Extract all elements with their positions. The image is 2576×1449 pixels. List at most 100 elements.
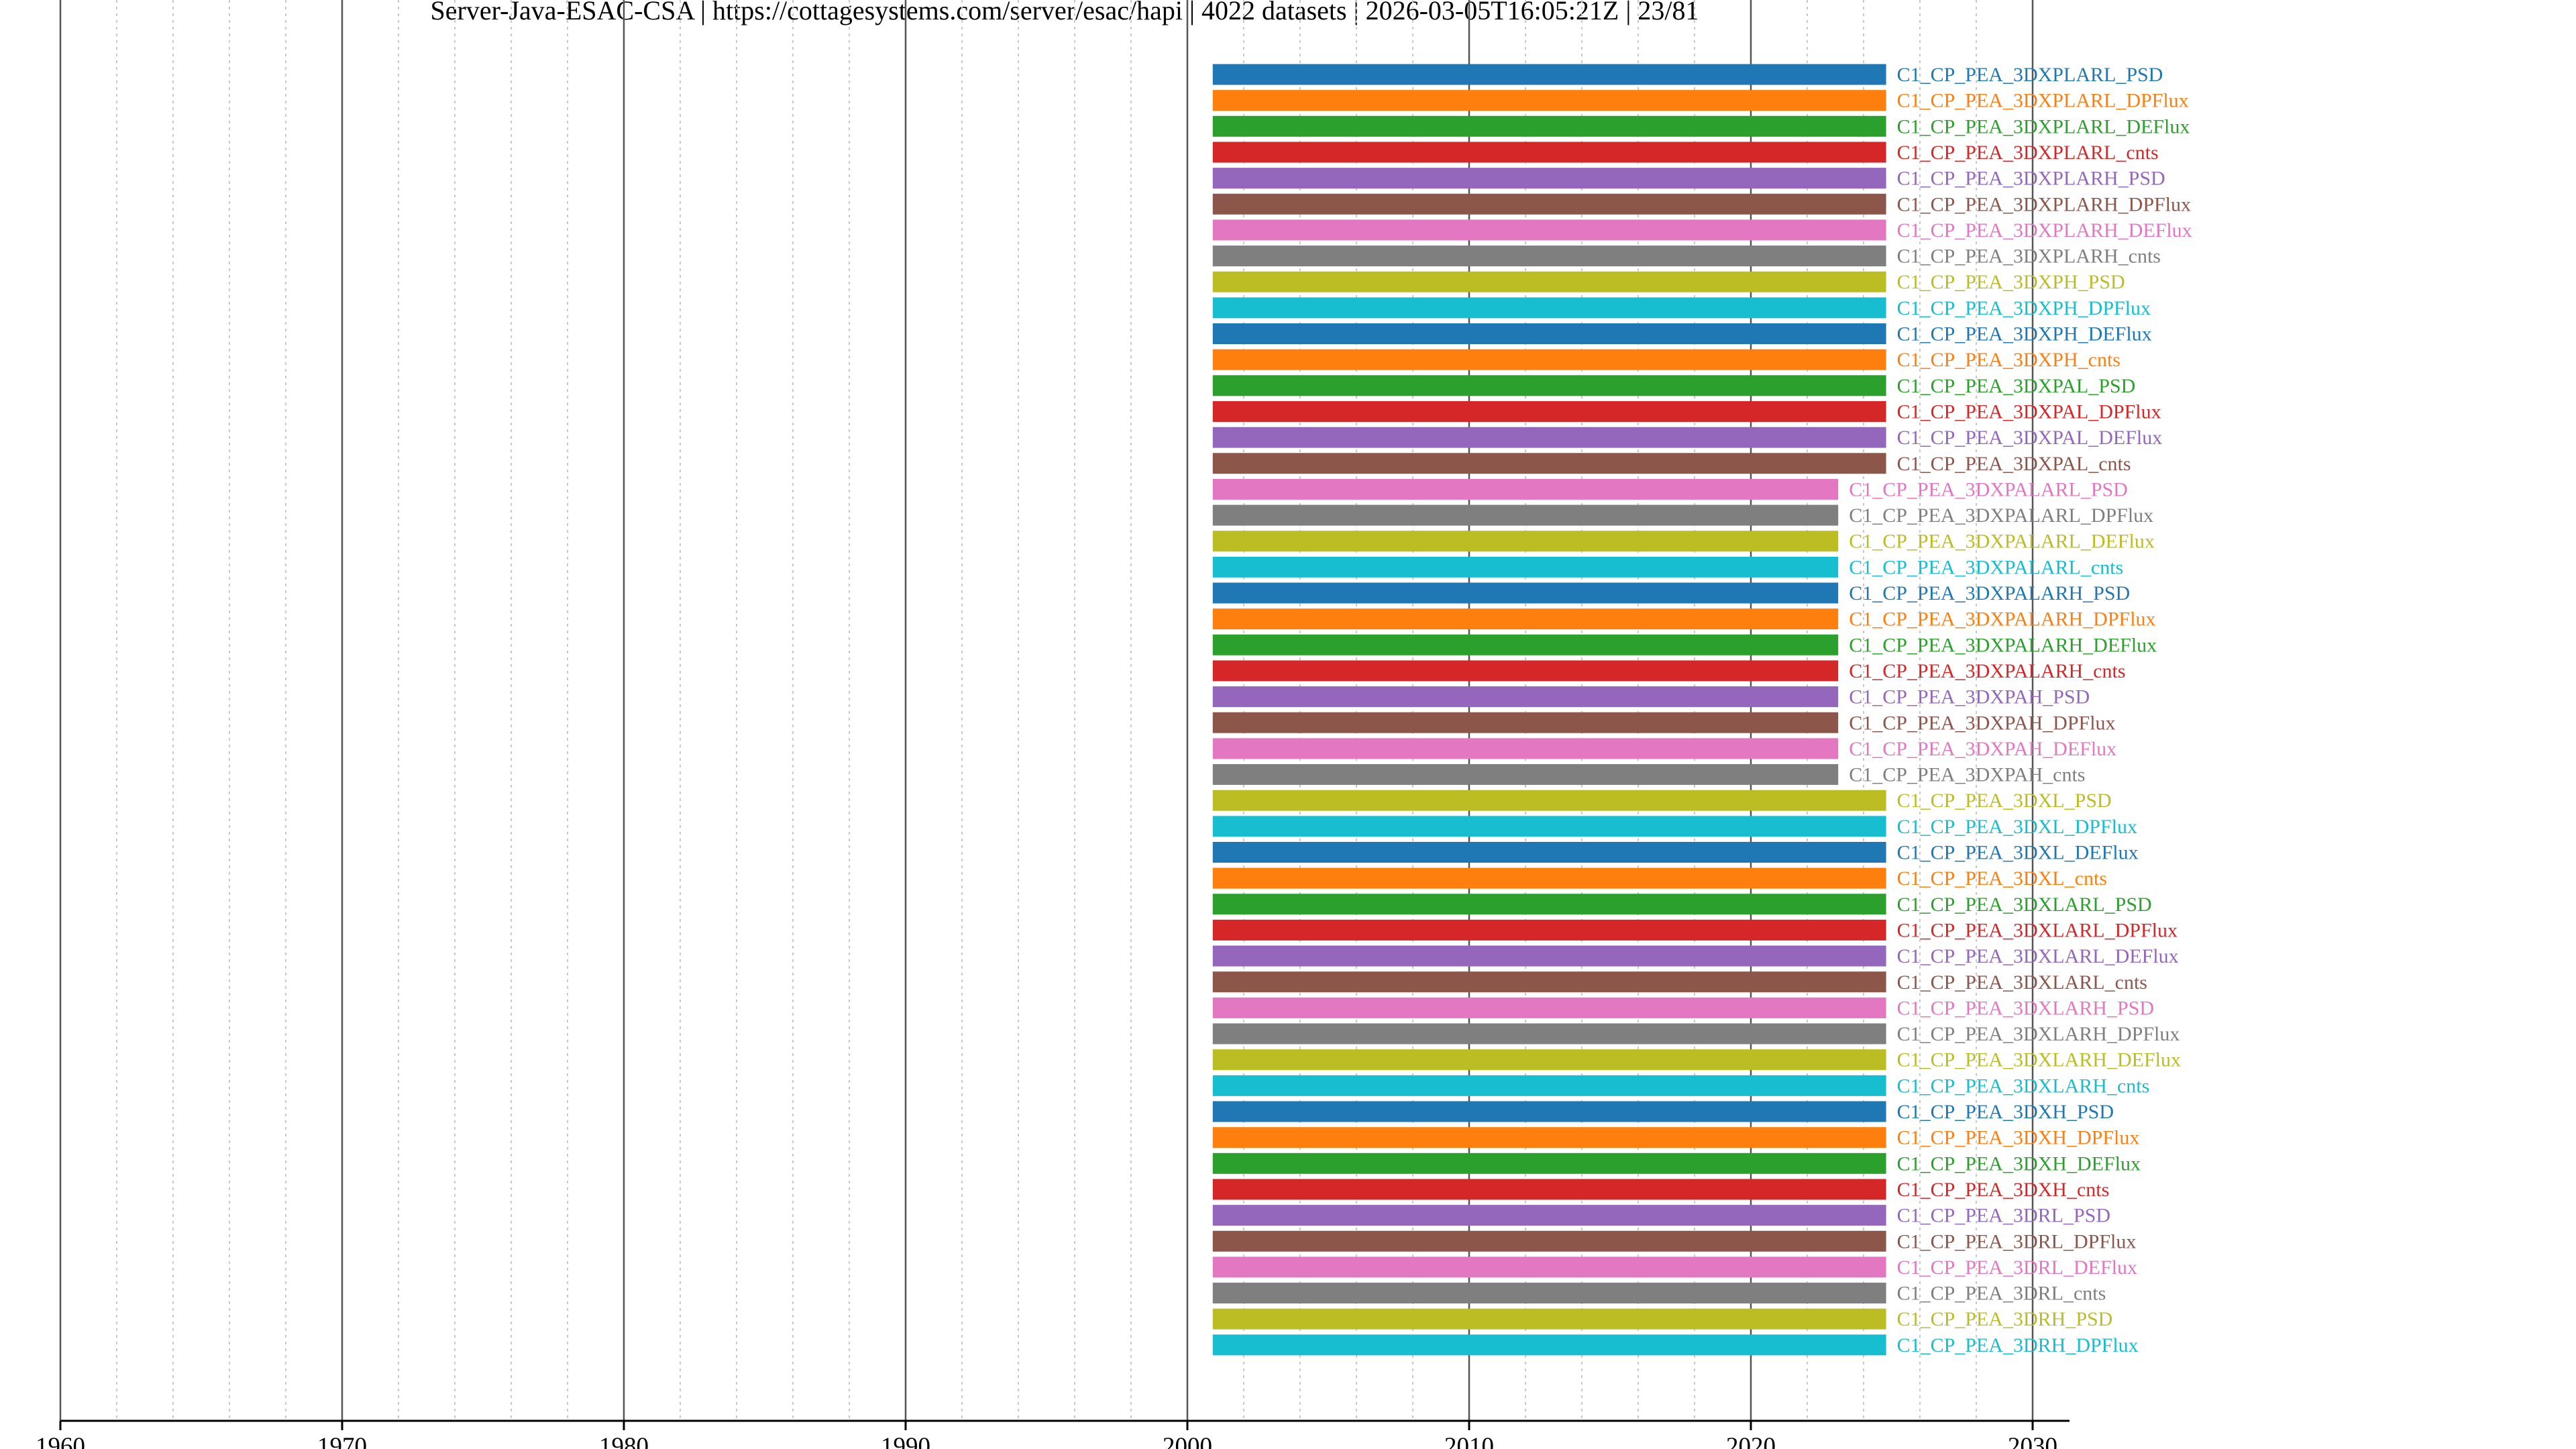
- dataset-bar: [1212, 945, 1886, 967]
- dataset-bar-label: C1_CP_PEA_3DXLARH_DEFlux: [1897, 1049, 2181, 1071]
- dataset-bar: [1212, 764, 1839, 786]
- dataset-bar: [1212, 271, 1886, 292]
- dataset-bar-label: C1_CP_PEA_3DXL_DPFlux: [1897, 816, 2137, 838]
- dataset-bar-label: C1_CP_PEA_3DXPAH_PSD: [1849, 686, 2090, 708]
- dataset-bar: [1212, 504, 1839, 526]
- dataset-bar: [1212, 323, 1886, 344]
- chart-title: Server-Java-ESAC-CSA | https://cottagesy…: [431, 0, 1699, 25]
- dataset-bar-label: C1_CP_PEA_3DXLARL_cnts: [1897, 971, 2147, 994]
- dataset-bar: [1212, 634, 1839, 655]
- dataset-bar: [1212, 400, 1886, 422]
- x-axis: 1960 1970 1980 1990 2000 2010 2020 2030: [36, 1419, 2070, 1449]
- dataset-bar-label: C1_CP_PEA_3DXLARH_DPFlux: [1897, 1023, 2180, 1045]
- dataset-bar: [1212, 1127, 1886, 1148]
- dataset-bar-label: C1_CP_PEA_3DXPAH_cnts: [1849, 764, 2085, 786]
- dataset-bar-label: C1_CP_PEA_3DXPH_DEFlux: [1897, 323, 2152, 345]
- dataset-bar-label: C1_CP_PEA_3DRL_DEFlux: [1897, 1256, 2137, 1279]
- dataset-bar-label: C1_CP_PEA_3DXLARH_cnts: [1897, 1075, 2150, 1097]
- dataset-bar-label: C1_CP_PEA_3DXPAH_DEFlux: [1849, 738, 2116, 760]
- dataset-bar-label: C1_CP_PEA_3DXPAL_cnts: [1897, 453, 2131, 475]
- dataset-bar: [1212, 1101, 1886, 1122]
- dataset-bar-label: C1_CP_PEA_3DRH_DPFlux: [1897, 1334, 2139, 1356]
- dataset-bar: [1212, 712, 1839, 733]
- dataset-bar: [1212, 1334, 1886, 1356]
- dataset-bar-label: C1_CP_PEA_3DXLARL_DPFlux: [1897, 919, 2178, 941]
- dataset-bar: [1212, 1075, 1886, 1096]
- dataset-bar-label: C1_CP_PEA_3DXL_DEFlux: [1897, 842, 2139, 864]
- dataset-bar: [1212, 1049, 1886, 1071]
- dataset-bar: [1212, 790, 1886, 811]
- dataset-bar: [1212, 1283, 1886, 1304]
- dataset-bar-label: C1_CP_PEA_3DXPLARL_cnts: [1897, 142, 2159, 164]
- dataset-bar-label: C1_CP_PEA_3DXPALARL_DPFlux: [1849, 504, 2153, 527]
- dataset-bar: [1212, 453, 1886, 474]
- dataset-bar: [1212, 1179, 1886, 1200]
- dataset-bar-label: C1_CP_PEA_3DXL_PSD: [1897, 790, 2112, 812]
- dataset-bar-label: C1_CP_PEA_3DXPH_DPFlux: [1897, 297, 2151, 319]
- dataset-bar: [1212, 115, 1886, 137]
- dataset-bar: [1212, 427, 1886, 448]
- x-tick-label: 2010: [1444, 1433, 1494, 1449]
- dataset-bar: [1212, 478, 1839, 500]
- dataset-bar-label: C1_CP_PEA_3DXLARL_DEFlux: [1897, 945, 2179, 967]
- dataset-bar-label: C1_CP_PEA_3DXPLARH_DPFlux: [1897, 193, 2191, 215]
- dataset-bar: [1212, 1205, 1886, 1226]
- dataset-bar: [1212, 997, 1886, 1018]
- dataset-bar: [1212, 919, 1886, 941]
- dataset-bar: [1212, 556, 1839, 578]
- dataset-bar: [1212, 246, 1886, 267]
- dataset-bar: [1212, 1256, 1886, 1278]
- x-tick-label: 2020: [1726, 1433, 1776, 1449]
- dataset-bar-label: C1_CP_PEA_3DXPLARH_PSD: [1897, 168, 2165, 190]
- x-tick-label: 1990: [881, 1433, 930, 1449]
- dataset-bar-label: C1_CP_PEA_3DXPH_cnts: [1897, 349, 2121, 371]
- dataset-bar-label: C1_CP_PEA_3DXPAL_DEFlux: [1897, 427, 2163, 449]
- dataset-bar-label: C1_CP_PEA_3DRL_PSD: [1897, 1205, 2110, 1227]
- dataset-bar-label: C1_CP_PEA_3DXPLARH_cnts: [1897, 246, 2161, 268]
- dataset-bar: [1212, 842, 1886, 863]
- dataset-bar: [1212, 193, 1886, 215]
- dataset-bar: [1212, 219, 1886, 241]
- dataset-bar: [1212, 168, 1886, 189]
- dataset-bar-label: C1_CP_PEA_3DXPLARL_DPFlux: [1897, 90, 2189, 112]
- dataset-bar-label: C1_CP_PEA_3DRL_cnts: [1897, 1283, 2106, 1305]
- dataset-bar: [1212, 142, 1886, 163]
- dataset-bar-label: C1_CP_PEA_3DRL_DPFlux: [1897, 1230, 2137, 1252]
- dataset-bar-label: C1_CP_PEA_3DXPALARH_cnts: [1849, 660, 2125, 682]
- dataset-bar: [1212, 971, 1886, 993]
- dataset-bar: [1212, 738, 1839, 759]
- dataset-bar: [1212, 90, 1886, 111]
- dataset-bar: [1212, 608, 1839, 630]
- dataset-bar-label: C1_CP_PEA_3DXH_PSD: [1897, 1101, 2114, 1123]
- dataset-bar: [1212, 816, 1886, 837]
- dataset-bar: [1212, 375, 1886, 396]
- dataset-bar: [1212, 64, 1886, 85]
- dataset-bar-label: C1_CP_PEA_3DXH_cnts: [1897, 1179, 2110, 1201]
- dataset-bar-label: C1_CP_PEA_3DXPAL_PSD: [1897, 375, 2136, 397]
- dataset-bar-label: C1_CP_PEA_3DXH_DEFlux: [1897, 1152, 2141, 1175]
- dataset-bar-label: C1_CP_PEA_3DXPLARL_DEFlux: [1897, 115, 2190, 138]
- dataset-bar-label: C1_CP_PEA_3DXPALARH_PSD: [1849, 582, 2130, 604]
- dataset-bar-label: C1_CP_PEA_3DXLARL_PSD: [1897, 894, 2152, 916]
- dataset-bar-label: C1_CP_PEA_3DXPALARL_PSD: [1849, 478, 2128, 500]
- x-tick-label: 2030: [2008, 1433, 2057, 1449]
- dataset-bar-label: C1_CP_PEA_3DXPLARH_DEFlux: [1897, 219, 2192, 241]
- x-tick-label: 1970: [317, 1433, 367, 1449]
- dataset-bar: [1212, 1308, 1886, 1330]
- bars-group: C1_CP_PEA_3DXPLARL_PSD C1_CP_PEA_3DXPLARL…: [1212, 64, 2192, 1356]
- dataset-bar-label: C1_CP_PEA_3DXL_cnts: [1897, 867, 2107, 890]
- dataset-bar: [1212, 531, 1839, 552]
- dataset-bar: [1212, 867, 1886, 889]
- dataset-bar-label: C1_CP_PEA_3DXPAH_DPFlux: [1849, 712, 2115, 734]
- dataset-bar: [1212, 1023, 1886, 1044]
- dataset-bar: [1212, 1152, 1886, 1174]
- dataset-bar-label: C1_CP_PEA_3DXLARH_PSD: [1897, 997, 2154, 1019]
- dataset-bar-label: C1_CP_PEA_3DXPALARL_cnts: [1849, 556, 2123, 578]
- dataset-bar: [1212, 1230, 1886, 1252]
- dataset-bar-label: C1_CP_PEA_3DXPLARL_PSD: [1897, 64, 2163, 86]
- x-tick-label: 1960: [36, 1433, 85, 1449]
- dataset-bar: [1212, 686, 1839, 708]
- dataset-bar-label: C1_CP_PEA_3DXPAL_DPFlux: [1897, 400, 2161, 423]
